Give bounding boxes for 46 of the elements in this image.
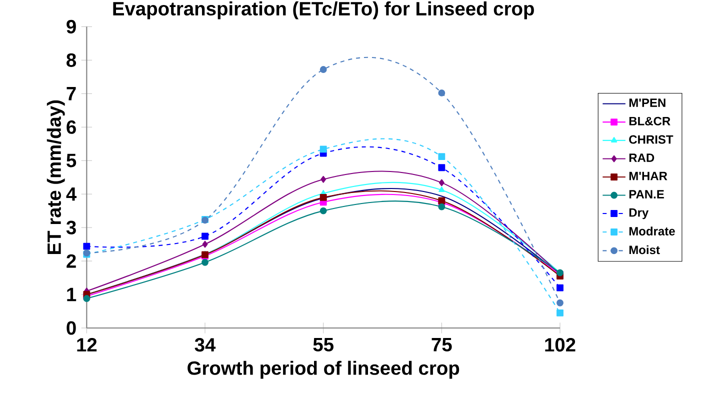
- y-tick-label: 8: [66, 53, 76, 67]
- y-tick-label: 0: [66, 321, 76, 335]
- x-tick-label: 75: [432, 338, 452, 352]
- legend-label: M'PEN: [629, 98, 666, 107]
- legend-label: Moist: [629, 245, 660, 254]
- y-tick-label: 5: [66, 154, 76, 168]
- legend-label: Dry: [629, 208, 649, 220]
- point: [556, 299, 564, 306]
- y-tick-label: 9: [66, 20, 76, 34]
- x-tick-label: 55: [313, 338, 334, 352]
- point: [320, 194, 327, 201]
- legend-label: PAN.E: [629, 190, 664, 198]
- point: [438, 186, 445, 192]
- y-tick-label: 6: [66, 120, 76, 134]
- point: [320, 207, 327, 214]
- point: [83, 242, 90, 250]
- legend-label: BL&CR: [629, 116, 670, 126]
- x-tick-label: 34: [194, 338, 216, 352]
- x-tick-label: 12: [77, 338, 97, 352]
- point: [202, 240, 208, 248]
- y-tick-label: 3: [66, 220, 76, 234]
- point: [438, 89, 446, 96]
- x-tick-label: 102: [545, 338, 576, 352]
- x-axis-title: Growth period of linseed crop: [188, 360, 460, 379]
- point: [438, 164, 446, 172]
- point: [556, 309, 564, 316]
- point: [202, 232, 208, 240]
- legend-label: RAD: [629, 154, 654, 162]
- y-tick-label: 1: [67, 288, 76, 302]
- legend-label: M'HAR: [629, 172, 668, 180]
- point: [438, 179, 444, 186]
- point: [438, 203, 446, 210]
- point: [202, 258, 208, 266]
- chart-title: Evapotranspiration (ETc/ETo) for Linseed crop: [113, 1, 534, 20]
- point: [320, 66, 327, 73]
- legend-label: CHRIST: [629, 135, 674, 144]
- y-tick-label: 4: [66, 187, 77, 201]
- point: [556, 284, 564, 292]
- y-tick-label: 7: [66, 87, 76, 100]
- point: [320, 146, 327, 153]
- legend-label: Modrate: [629, 226, 675, 236]
- y-axis-title: ET rate (mm/day): [46, 100, 65, 254]
- point: [438, 153, 446, 160]
- point: [320, 176, 326, 183]
- point: [83, 295, 90, 302]
- y-tick-label: 2: [66, 254, 76, 268]
